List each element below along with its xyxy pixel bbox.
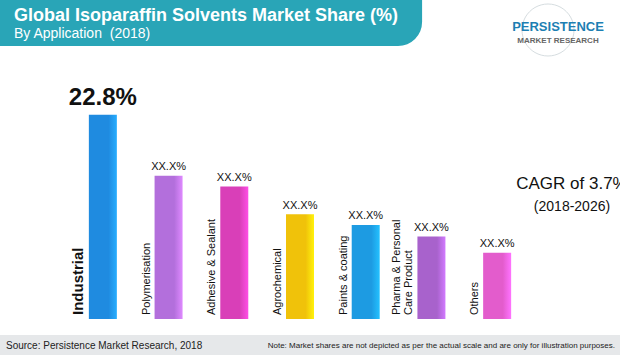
svg-text:(2018-2026): (2018-2026)	[534, 198, 610, 214]
svg-text:By Application (2018): By Application (2018)	[14, 25, 150, 41]
svg-text:Industrial: Industrial	[69, 247, 86, 315]
svg-text:Global Isoparaffin Solvents Ma: Global Isoparaffin Solvents Market Share…	[14, 5, 398, 25]
svg-text:Paints & coating: Paints & coating	[337, 236, 349, 316]
svg-text:XX.X%: XX.X%	[348, 209, 383, 221]
svg-text:XX.X%: XX.X%	[217, 171, 252, 183]
svg-text:Adhesive & Sealant: Adhesive & Sealant	[205, 219, 217, 315]
svg-text:Note: Market shares are not de: Note: Market shares are not depicted as …	[268, 341, 615, 350]
svg-text:CAGR of 3.7%: CAGR of 3.7%	[516, 174, 620, 193]
svg-text:PERSISTENCE: PERSISTENCE	[512, 19, 604, 34]
svg-text:XX.X%: XX.X%	[151, 160, 186, 172]
svg-text:MARKET RESEARCH: MARKET RESEARCH	[517, 36, 599, 45]
svg-text:Pharma & Personal: Pharma & Personal	[390, 220, 402, 315]
svg-text:Agrochemical: Agrochemical	[271, 248, 283, 315]
svg-text:Polymerisation: Polymerisation	[140, 243, 152, 315]
svg-text:XX.X%: XX.X%	[414, 221, 449, 233]
svg-text:Others: Others	[468, 281, 480, 315]
svg-text:XX.X%: XX.X%	[283, 199, 318, 211]
svg-text:XX.X%: XX.X%	[480, 237, 515, 249]
svg-text:Source: Persistence Market Res: Source: Persistence Market Research, 201…	[6, 340, 203, 351]
svg-text:22.8%: 22.8%	[69, 83, 137, 110]
svg-text:Care Product: Care Product	[402, 250, 414, 315]
